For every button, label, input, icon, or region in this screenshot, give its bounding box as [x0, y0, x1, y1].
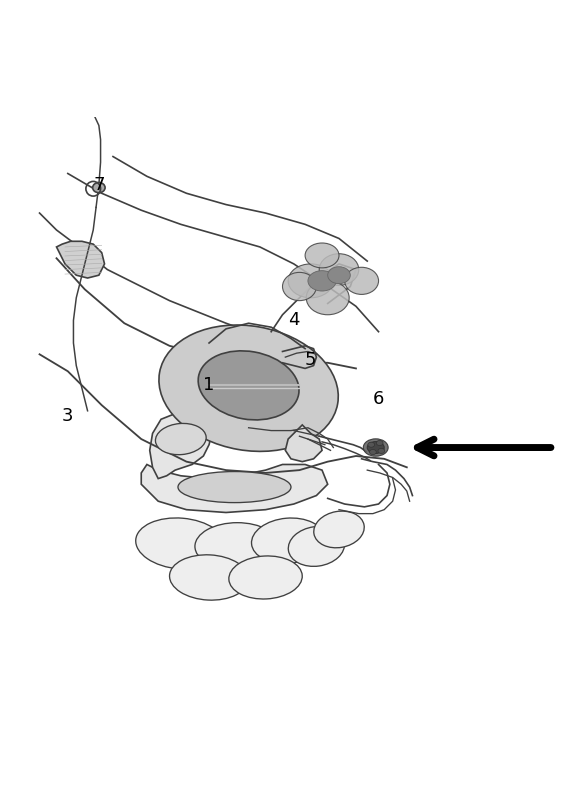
Ellipse shape: [308, 271, 336, 291]
Ellipse shape: [159, 325, 338, 451]
Ellipse shape: [288, 527, 345, 566]
Ellipse shape: [195, 523, 280, 570]
Text: 5: 5: [305, 351, 316, 369]
Ellipse shape: [368, 442, 375, 447]
Polygon shape: [56, 241, 105, 278]
Ellipse shape: [170, 555, 249, 600]
Ellipse shape: [251, 518, 325, 563]
Ellipse shape: [229, 556, 302, 599]
Text: 6: 6: [373, 391, 384, 408]
Ellipse shape: [376, 440, 383, 446]
Ellipse shape: [282, 272, 316, 300]
Text: 7: 7: [93, 176, 105, 194]
Text: 3: 3: [62, 407, 73, 425]
Ellipse shape: [178, 471, 291, 503]
Ellipse shape: [370, 450, 376, 455]
Ellipse shape: [306, 281, 349, 315]
Polygon shape: [285, 425, 322, 462]
Polygon shape: [141, 464, 328, 512]
Ellipse shape: [314, 511, 364, 548]
Ellipse shape: [378, 448, 385, 454]
Ellipse shape: [198, 351, 299, 420]
Ellipse shape: [288, 264, 333, 298]
Polygon shape: [150, 414, 212, 479]
Text: 1: 1: [203, 376, 215, 395]
Ellipse shape: [319, 254, 359, 285]
Ellipse shape: [345, 268, 379, 294]
Ellipse shape: [93, 182, 105, 193]
Text: 4: 4: [288, 312, 299, 329]
Ellipse shape: [367, 442, 384, 454]
Ellipse shape: [136, 518, 226, 569]
Ellipse shape: [328, 267, 350, 284]
Ellipse shape: [363, 439, 388, 456]
Ellipse shape: [155, 423, 206, 455]
Ellipse shape: [305, 243, 339, 268]
